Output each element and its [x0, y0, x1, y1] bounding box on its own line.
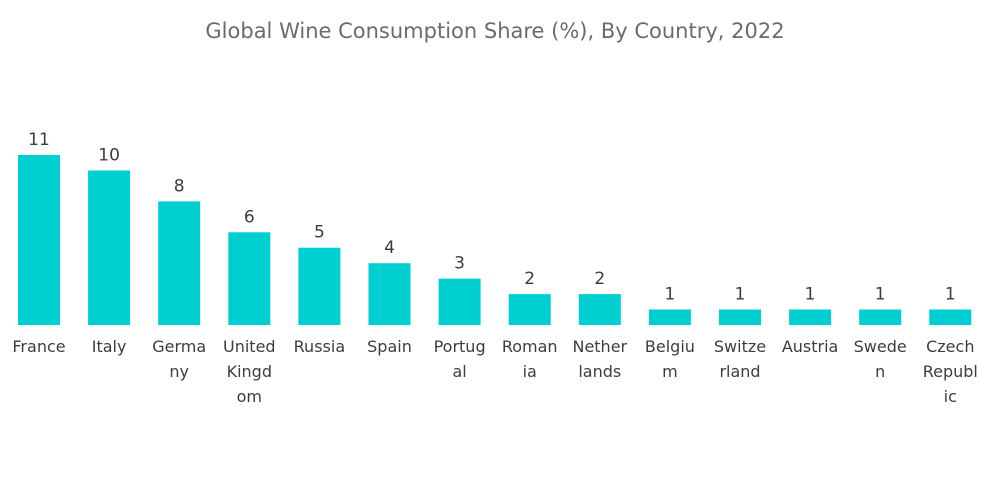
bar-germany	[158, 201, 201, 325]
category-label-switzerland: Switze rland	[714, 337, 766, 381]
value-label-belgium: 1	[664, 285, 675, 305]
bar-france	[18, 155, 60, 325]
bar-russia	[298, 247, 341, 325]
category-label-france: France	[12, 337, 65, 356]
category-label-netherlands: Nether lands	[572, 337, 627, 381]
value-label-czech-republic: 1	[945, 285, 956, 305]
category-label-line: rland	[719, 362, 760, 381]
category-label-line: ia	[523, 362, 537, 381]
category-label-line: Swede	[854, 337, 907, 356]
category-label-line: Republ	[923, 362, 978, 381]
category-label-russia: Russia	[294, 337, 345, 356]
value-label-switzerland: 1	[735, 285, 746, 305]
value-label-austria: 1	[805, 285, 816, 305]
category-label-line: Kingd	[227, 362, 272, 381]
bar-austria	[789, 309, 832, 325]
category-label-romania: Roman ia	[502, 337, 558, 381]
value-label-romania: 2	[524, 269, 535, 289]
category-label-line: United	[223, 337, 276, 356]
chart-title: Global Wine Consumption Share (%), By Co…	[205, 19, 784, 43]
category-label-line: Italy	[92, 337, 127, 356]
bar-czech-republic	[929, 309, 972, 325]
category-label-line: Roman	[502, 337, 558, 356]
bar-portugal	[438, 278, 481, 325]
value-label-italy: 10	[98, 146, 120, 166]
value-label-sweden: 1	[875, 285, 886, 305]
value-label-france: 11	[28, 130, 50, 150]
value-label-germany: 8	[174, 176, 185, 196]
category-labels-group: France Italy Germa ny United Kingd om Russia Spa…	[12, 337, 977, 406]
category-label-austria: Austria	[782, 337, 839, 356]
value-label-united-kingdom: 6	[244, 207, 255, 227]
category-label-italy: Italy	[92, 337, 127, 356]
value-label-spain: 4	[384, 238, 395, 258]
bar-netherlands	[578, 294, 621, 325]
category-label-germany: Germa ny	[152, 337, 206, 381]
value-label-portugal: 3	[454, 254, 465, 274]
bars-group	[18, 155, 972, 325]
bar-romania	[508, 294, 551, 325]
category-label-line: France	[12, 337, 65, 356]
bar-italy	[88, 170, 131, 325]
category-label-portugal: Portug al	[434, 337, 486, 381]
category-label-line: ic	[944, 387, 957, 406]
value-label-russia: 5	[314, 223, 325, 243]
category-label-line: Nether	[572, 337, 627, 356]
category-label-line: om	[237, 387, 262, 406]
category-label-line: Czech	[926, 337, 974, 356]
category-label-line: Russia	[294, 337, 345, 356]
bar-belgium	[648, 309, 691, 325]
category-label-line: m	[662, 362, 678, 381]
category-label-belgium: Belgiu m	[645, 337, 695, 381]
value-label-netherlands: 2	[594, 269, 605, 289]
category-label-line: ny	[169, 362, 189, 381]
category-label-line: Portug	[434, 337, 486, 356]
bar-switzerland	[719, 309, 761, 325]
category-label-line: Switze	[714, 337, 766, 356]
category-label-line: lands	[578, 362, 621, 381]
category-label-line: Belgiu	[645, 337, 695, 356]
category-label-line: Germa	[152, 337, 206, 356]
bar-united-kingdom	[228, 232, 271, 325]
category-label-sweden: Swede n	[854, 337, 907, 381]
category-label-united-kingdom: United Kingd om	[223, 337, 276, 406]
category-label-line: n	[875, 362, 885, 381]
category-label-line: Spain	[367, 337, 412, 356]
bar-spain	[368, 263, 411, 325]
category-label-spain: Spain	[367, 337, 412, 356]
bar-sweden	[859, 309, 902, 325]
category-label-line: Austria	[782, 337, 839, 356]
category-label-czech-republic: Czech Republ ic	[923, 337, 978, 406]
category-label-line: al	[452, 362, 466, 381]
